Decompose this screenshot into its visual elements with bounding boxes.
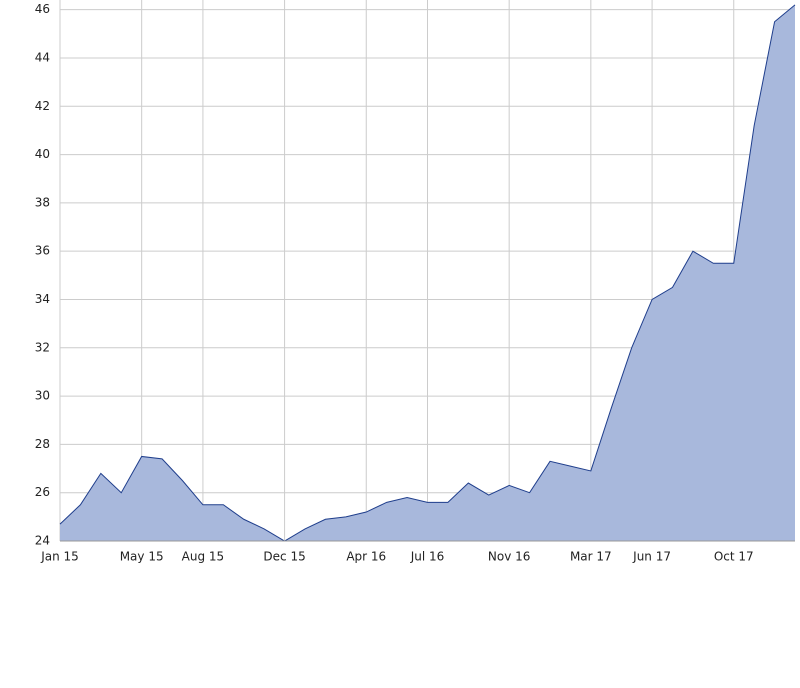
- y-tick-label: 36: [35, 244, 50, 258]
- y-tick-label: 44: [35, 50, 50, 64]
- x-tick-label: May 15: [120, 550, 164, 564]
- y-tick-label: 34: [35, 292, 50, 306]
- y-tick-label: 46: [35, 2, 50, 16]
- x-tick-label: Jul 16: [410, 550, 445, 564]
- y-tick-label: 24: [35, 534, 50, 548]
- x-tick-label: Apr 16: [346, 550, 386, 564]
- y-tick-label: 32: [35, 340, 50, 354]
- y-tick-label: 38: [35, 195, 50, 209]
- x-tick-label: Dec 15: [263, 550, 305, 564]
- x-tick-label: Oct 17: [714, 550, 754, 564]
- y-tick-label: 40: [35, 147, 50, 161]
- x-tick-label: Jun 17: [632, 550, 671, 564]
- x-tick-label: Aug 15: [182, 550, 225, 564]
- area: [60, 4, 795, 541]
- x-tick-label: Jan 15: [40, 550, 79, 564]
- y-tick-label: 26: [35, 485, 50, 499]
- y-tick-label: 28: [35, 437, 50, 451]
- y-tick-label: 42: [35, 99, 50, 113]
- y-tick-label: 30: [35, 389, 50, 403]
- x-tick-label: Mar 17: [570, 550, 612, 564]
- area-line: [59, 4, 796, 542]
- x-tick-label: Nov 16: [488, 550, 531, 564]
